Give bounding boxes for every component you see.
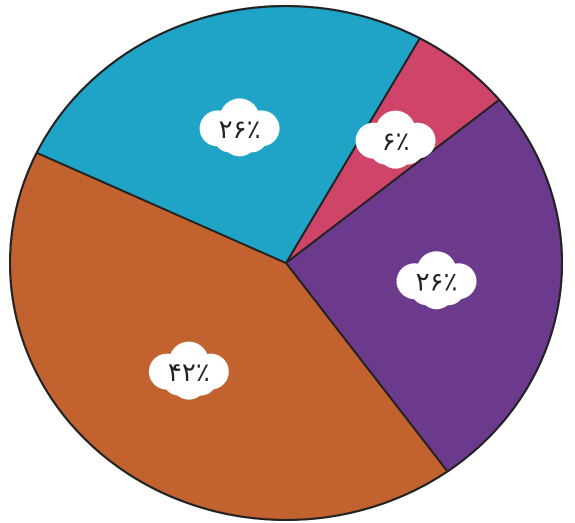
value-label: ۶٪ bbox=[382, 127, 410, 157]
value-label: ۴۲٪ bbox=[168, 358, 210, 388]
chart: ۶٪ ۲۶٪ ۴۲٪ ۲۶٪ bbox=[0, 0, 575, 523]
value-label: ۲۶٪ bbox=[219, 115, 261, 145]
value-label: ۲۶٪ bbox=[416, 268, 458, 298]
